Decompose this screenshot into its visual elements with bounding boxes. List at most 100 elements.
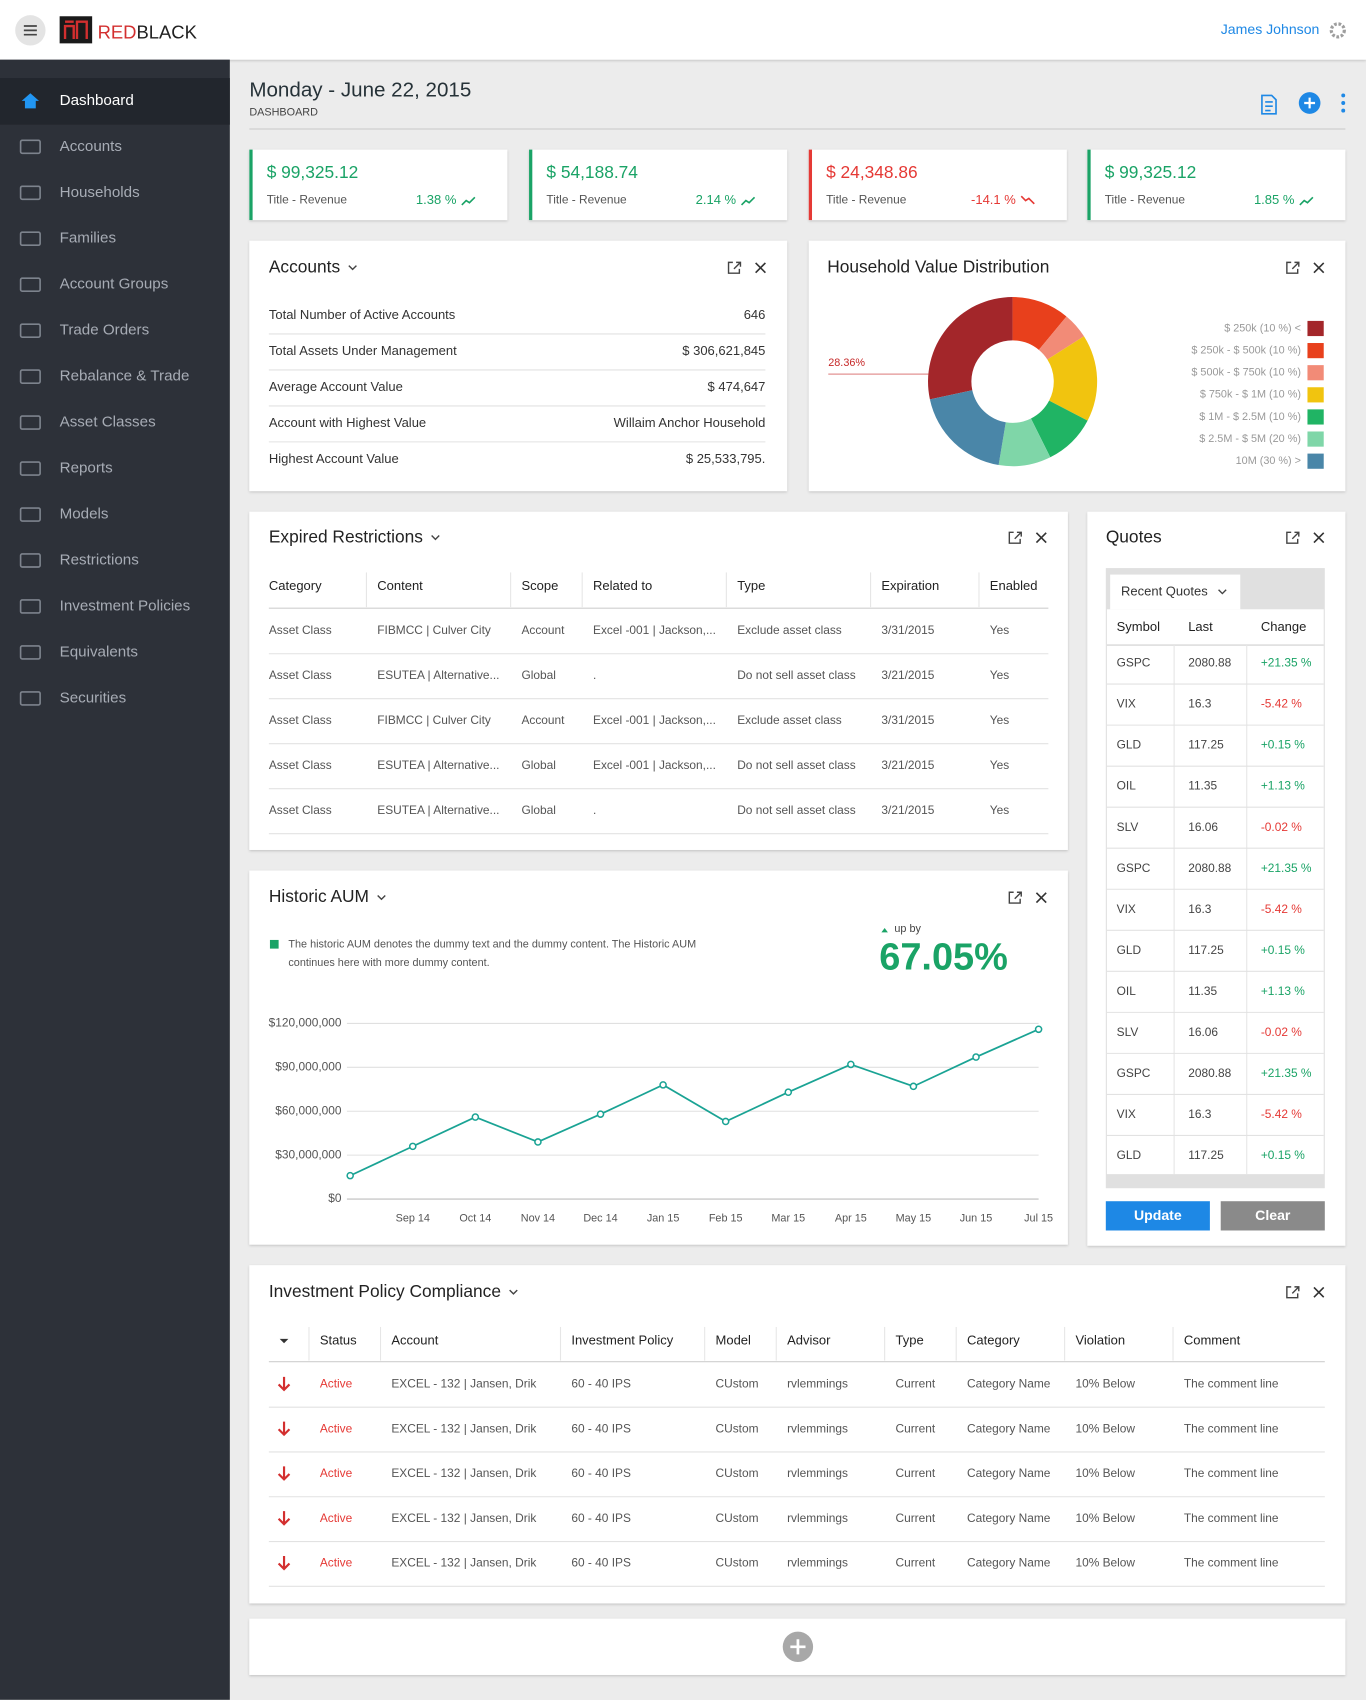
nav-icon[interactable] xyxy=(19,553,41,568)
legend-swatch xyxy=(1307,320,1324,337)
nav-item[interactable]: Restrictions xyxy=(60,551,140,568)
nav-icon[interactable] xyxy=(19,461,41,476)
table-cell: GLD xyxy=(1117,943,1142,957)
close-icon[interactable] xyxy=(1313,532,1325,544)
line-point xyxy=(471,1113,480,1121)
x-tick-label: Sep 14 xyxy=(396,1212,430,1224)
dropdown-icon[interactable] xyxy=(431,535,440,541)
table-cell: Global xyxy=(521,758,555,772)
table-cell: . xyxy=(593,803,596,817)
add-icon[interactable] xyxy=(790,1639,806,1655)
close-icon[interactable] xyxy=(1035,532,1047,544)
close-icon[interactable] xyxy=(1035,892,1047,904)
table-cell: rvlemmings xyxy=(787,1466,848,1480)
nav-active xyxy=(0,78,230,125)
nav-item[interactable]: Accounts xyxy=(60,138,123,155)
nav-item[interactable]: Securities xyxy=(60,689,127,706)
report-icon[interactable] xyxy=(1261,94,1277,115)
dropdown-icon[interactable] xyxy=(377,894,386,901)
button-label[interactable]: Update xyxy=(1134,1207,1182,1223)
nav-icon[interactable] xyxy=(19,185,41,201)
expand-icon[interactable] xyxy=(1286,531,1300,544)
nav-item[interactable]: Families xyxy=(60,230,117,247)
nav-icon[interactable] xyxy=(19,691,41,706)
nav-item[interactable]: Trade Orders xyxy=(60,322,150,339)
legend-swatch xyxy=(1307,453,1324,469)
nav-item[interactable]: Dashboard xyxy=(60,92,134,109)
x-tick-label: Jul 15 xyxy=(1024,1212,1053,1224)
expand-icon[interactable] xyxy=(1286,1286,1300,1299)
dropdown-icon[interactable] xyxy=(348,265,357,271)
trend-icon xyxy=(461,196,476,206)
line-point xyxy=(972,1053,980,1061)
nav-icon[interactable] xyxy=(19,139,41,155)
top-bar xyxy=(0,0,1366,60)
table-cell: Category Name xyxy=(967,1556,1051,1570)
expand-icon[interactable] xyxy=(1008,891,1022,904)
table-cell: Do not sell asset class xyxy=(737,758,855,772)
table-cell: The comment line xyxy=(1184,1556,1279,1570)
settings-icon[interactable] xyxy=(1329,22,1346,39)
nav-item[interactable]: Equivalents xyxy=(60,643,139,660)
menu-icon[interactable] xyxy=(23,25,37,36)
column-header: Content xyxy=(377,578,423,593)
dropdown-icon[interactable] xyxy=(509,1289,518,1295)
table-cell: EXCEL - 132 | Jansen, Drik xyxy=(391,1377,536,1391)
table-cell: Yes xyxy=(990,668,1009,682)
nav-item[interactable]: Account Groups xyxy=(60,276,169,293)
dropdown-icon[interactable] xyxy=(1218,589,1227,595)
nav-item[interactable]: Investment Policies xyxy=(60,597,191,614)
nav-icon[interactable] xyxy=(19,323,41,338)
table-cell: Do not sell asset class xyxy=(737,803,855,817)
donut-slice xyxy=(1012,297,1067,350)
card-title: Quotes xyxy=(1106,526,1162,546)
nav-item[interactable]: Rebalance & Trade xyxy=(60,368,190,385)
nav-icon[interactable] xyxy=(19,599,41,614)
table-cell: Excel -001 | Jackson,... xyxy=(593,713,716,727)
nav-item[interactable]: Households xyxy=(60,184,140,201)
table-cell: 16.3 xyxy=(1188,902,1212,916)
expand-icon[interactable] xyxy=(1008,531,1022,544)
button[interactable] xyxy=(1220,1201,1325,1231)
brand-black: BLACK xyxy=(136,21,197,42)
nav-item[interactable]: Reports xyxy=(60,460,113,477)
table-cell: 3/31/2015 xyxy=(881,623,934,637)
nav-icon[interactable] xyxy=(19,277,41,293)
table-cell: SLV xyxy=(1117,820,1139,834)
add-icon[interactable] xyxy=(1304,97,1316,109)
tab[interactable] xyxy=(1110,574,1241,610)
nav-icon[interactable] xyxy=(19,507,41,522)
nav-item[interactable]: Models xyxy=(60,506,109,523)
expand-icon[interactable] xyxy=(1286,261,1300,274)
legend-swatch xyxy=(1307,387,1324,403)
table-cell: CUstom xyxy=(716,1556,759,1570)
close-icon[interactable] xyxy=(755,262,766,274)
table-cell: +21.35 % xyxy=(1261,861,1312,875)
line-point xyxy=(784,1088,793,1097)
nav-icon[interactable] xyxy=(19,369,41,384)
user-name[interactable]: James Johnson xyxy=(1221,21,1320,37)
nav-item[interactable]: Asset Classes xyxy=(60,414,156,431)
table-cell: Category Name xyxy=(967,1511,1051,1525)
close-icon[interactable] xyxy=(1313,262,1325,274)
sort-icon[interactable] xyxy=(279,1338,289,1344)
sidebar xyxy=(0,59,230,1700)
kpi-accent xyxy=(529,149,533,221)
table-cell: Active xyxy=(320,1377,353,1391)
button-label[interactable]: Clear xyxy=(1255,1207,1291,1223)
table-cell: Global xyxy=(521,803,555,817)
nav-icon[interactable] xyxy=(19,415,41,430)
more-icon[interactable] xyxy=(1341,93,1346,113)
nav-icon[interactable] xyxy=(19,645,41,660)
table-cell: 2080.88 xyxy=(1188,861,1231,875)
close-icon[interactable] xyxy=(1313,1286,1325,1298)
tab-label[interactable]: Recent Quotes xyxy=(1121,583,1208,598)
table-cell: +1.13 % xyxy=(1261,779,1305,793)
donut-slice xyxy=(928,297,1013,400)
button[interactable] xyxy=(1105,1201,1210,1231)
nav-icon[interactable] xyxy=(19,231,41,247)
expand-icon[interactable] xyxy=(727,261,742,274)
table-cell: +1.13 % xyxy=(1261,984,1305,998)
nav-icon[interactable] xyxy=(21,93,40,109)
table-cell: The comment line xyxy=(1184,1511,1279,1525)
